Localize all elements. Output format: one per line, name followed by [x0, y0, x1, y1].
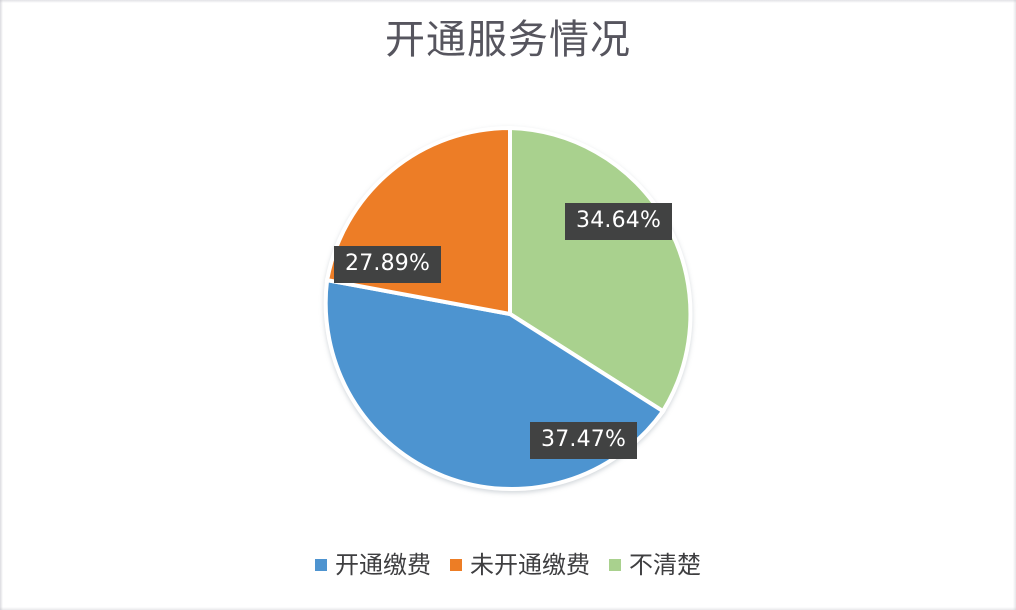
legend-swatch-icon-weikaitongjiaofei — [450, 559, 462, 571]
legend-swatch-icon-buqingchu — [609, 559, 621, 571]
legend-item-kaitongjiaofei[interactable]: 开通缴费 — [315, 551, 431, 579]
legend-label-weikaitongjiaofei: 未开通缴费 — [470, 551, 590, 579]
page-title: 开通服务情况 — [385, 17, 631, 62]
legend-item-weikaitongjiaofei[interactable]: 未开通缴费 — [450, 551, 590, 579]
legend-label-kaitongjiaofei: 开通缴费 — [335, 551, 431, 579]
data-label-weikaitongjiaofei: 27.89% — [334, 246, 442, 283]
legend-label-buqingchu: 不清楚 — [629, 551, 701, 579]
data-label-buqingchu: 34.64% — [565, 203, 673, 240]
legend-item-buqingchu[interactable]: 不清楚 — [609, 551, 701, 579]
pie-chart-plot-area: 34.64% 27.89% 37.47% — [323, 125, 693, 492]
pie-slice-weikaitongjiaofei[interactable] — [324, 125, 512, 317]
chart-legend: 开通缴费 未开通缴费 不清楚 — [0, 551, 1016, 579]
data-label-kaitongjiaofei: 37.47% — [530, 422, 638, 459]
pie-chart-svg — [323, 125, 693, 492]
legend-swatch-icon-kaitongjiaofei — [315, 559, 327, 571]
